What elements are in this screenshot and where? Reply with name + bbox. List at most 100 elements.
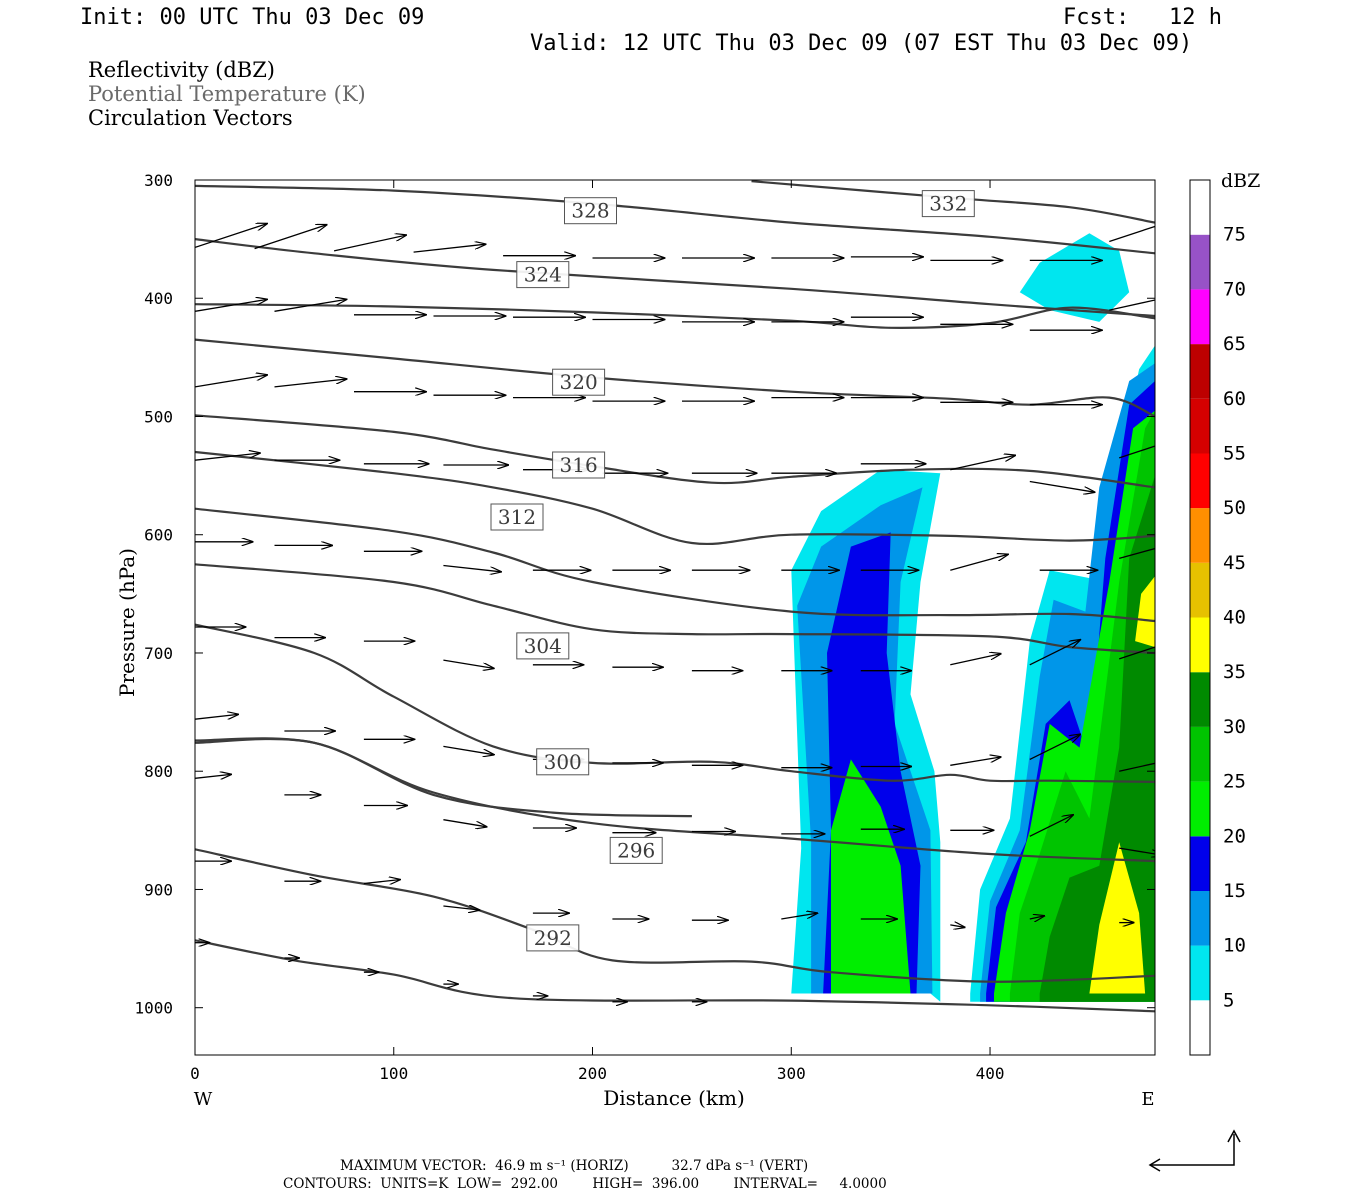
colorbar-swatch: [1190, 890, 1210, 946]
contour-label: 332: [929, 192, 967, 216]
vector-arrow: [443, 564, 501, 572]
colorbar-tick-label: 70: [1223, 278, 1246, 300]
contour-label-box: [552, 368, 606, 396]
vector-arrow: [195, 714, 238, 720]
vector-arrow: [1109, 299, 1155, 311]
forecast-hour: Fcst: 12 h: [1063, 5, 1222, 30]
colorbar-title: dBZ: [1221, 170, 1260, 192]
vector-arrow: [1029, 815, 1073, 837]
colorbar-swatch: [1190, 617, 1210, 673]
colorbar-swatch: [1190, 726, 1210, 782]
vector-arrow: [950, 554, 1008, 571]
max-vector-note: MAXIMUM VECTOR: 46.9 m s⁻¹ (HORIZ) 32.7 …: [340, 1158, 809, 1174]
colorbar-swatch: [1190, 562, 1210, 618]
vector-arrow: [1119, 547, 1155, 560]
vector-arrow: [274, 379, 347, 388]
y-tick-label: 300: [144, 171, 173, 190]
vector-arrow: [950, 654, 1000, 666]
vector-arrow: [950, 455, 1015, 471]
colorbar-tick-label: 55: [1223, 442, 1246, 464]
vector-arrow: [1119, 847, 1155, 855]
vector-arrow: [274, 299, 347, 312]
contour-label: 320: [560, 370, 598, 394]
reference-vector-left-head: [1148, 1158, 1161, 1172]
colorbar-swatch: [1190, 672, 1210, 727]
vector-arrow: [195, 375, 267, 388]
plot-frame: [194, 179, 1156, 1056]
reflectivity-cell-20dbz-3: [831, 759, 911, 994]
vector-arrow: [443, 906, 479, 910]
colorbar-swatch: [1190, 289, 1210, 345]
y-tick-label: 900: [144, 880, 173, 899]
vector-arrow: [1029, 734, 1080, 760]
x-tick-label: 300: [777, 1064, 806, 1083]
contour-label-box: [609, 836, 663, 864]
contour-label-box: [921, 190, 975, 218]
contour-label: 296: [617, 838, 655, 862]
vector-arrow: [1118, 445, 1155, 459]
x-tick-label: 0: [190, 1064, 200, 1083]
colorbar-swatch: [1190, 781, 1210, 837]
vector-arrow: [1029, 916, 1044, 919]
x-tick-label: 100: [379, 1064, 408, 1083]
vector-arrow: [413, 244, 486, 253]
colorbar-tick-label: 40: [1223, 607, 1246, 629]
y-tick-label: 600: [144, 526, 173, 545]
vector-arrow: [195, 224, 267, 249]
theta-contour-320: [195, 338, 1155, 418]
y-tick-label: 700: [144, 644, 173, 663]
contour-label: 304: [524, 634, 562, 658]
contour-label-box: [526, 924, 580, 952]
colorbar-swatch: [1190, 344, 1210, 399]
colorbar-tick-label: 5: [1223, 989, 1234, 1011]
axis-ticks: 300 400 500 600 700 800 900 1000 0 100 200 300 400: [134, 171, 1155, 1083]
contour-label-box: [536, 748, 590, 776]
theta-contour-332: [751, 180, 1155, 224]
vector-arrow: [950, 925, 964, 927]
colorbar-tick-label: 60: [1223, 388, 1246, 410]
vector-arrow: [1029, 480, 1095, 493]
contour-label: 328: [571, 199, 609, 223]
y-tick-label: 800: [144, 762, 173, 781]
vector-arrow: [195, 299, 267, 312]
reflectivity-cell-35dbz-12: [1135, 576, 1155, 648]
vector-arrow: [363, 880, 400, 884]
vector-arrow: [1029, 640, 1080, 666]
x-axis-label: Distance (km): [603, 1086, 745, 1110]
title-potential-temperature: Potential Temperature (K): [88, 82, 366, 106]
colorbar-tick-label: 20: [1223, 825, 1246, 847]
colorbar-swatch: [1190, 234, 1210, 290]
contours-note: CONTOURS: UNITS=K LOW= 292.00 HIGH= 396.…: [283, 1176, 887, 1192]
theta-contour-unlabeled-6: [195, 450, 1155, 546]
theta-contour-316: [195, 414, 1155, 489]
title-reflectivity: Reflectivity (dBZ): [88, 58, 276, 82]
colorbar-swatch: [1190, 180, 1210, 235]
colorbar-tick-label: 30: [1223, 716, 1246, 738]
vector-arrow: [443, 819, 486, 827]
theta-contour-unlabeled-3: [195, 303, 1155, 329]
vector-arrow: [1109, 225, 1155, 243]
colorbar-tick-label: 65: [1223, 333, 1246, 355]
y-tick-label: 1000: [134, 999, 173, 1018]
colorbar: 5 10 15 20 25 30 35 40 45 50 55 60 65 70 75 dBZ: [1189, 170, 1260, 1056]
vector-arrow: [333, 235, 406, 252]
theta-contour-300: [195, 737, 692, 818]
colorbar-frame: [1189, 179, 1211, 1056]
contour-label-box: [516, 632, 570, 660]
init-time: Init: 00 UTC Thu 03 Dec 09: [80, 5, 425, 30]
contour-label: 324: [524, 263, 562, 287]
y-axis-label: Pressure (hPa): [115, 548, 139, 697]
theta-contour-304: [195, 623, 1155, 783]
contour-label-box: [490, 503, 544, 531]
colorbar-swatch: [1190, 945, 1210, 1001]
y-tick-label: 400: [144, 289, 173, 308]
y-tick-label: 500: [144, 407, 173, 426]
vector-arrow: [443, 659, 493, 668]
contour-labels: 328 332 324 320 316 312 304 300 296 292: [490, 190, 975, 952]
reflectivity-cell-5dbz-5: [1019, 233, 1130, 322]
title-circulation-vectors: Circulation Vectors: [88, 106, 293, 130]
vector-arrow: [781, 913, 817, 920]
colorbar-tick-label: 25: [1223, 771, 1246, 793]
vector-arrow: [254, 225, 327, 250]
